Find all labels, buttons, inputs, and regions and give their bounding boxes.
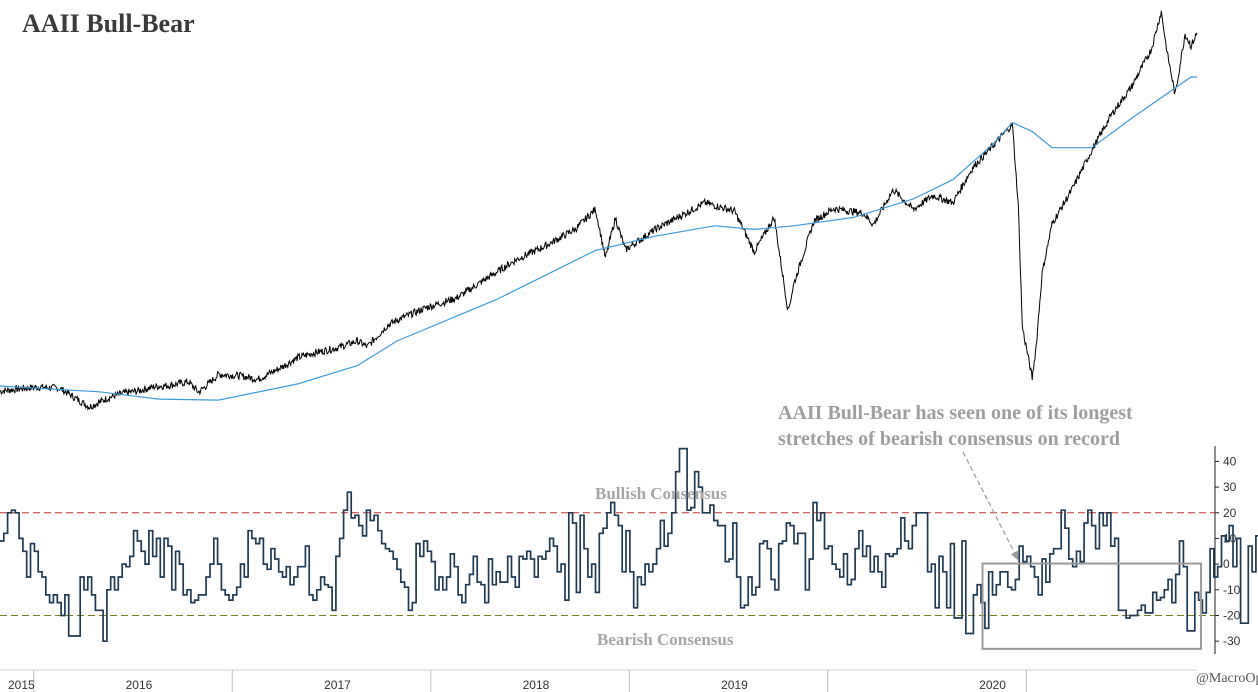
bearish-consensus-label: Bearish Consensus bbox=[597, 630, 734, 649]
moving-average-line bbox=[0, 76, 1197, 401]
y-tick-label: 40 bbox=[1223, 454, 1237, 468]
x-tick-label: 2015 bbox=[8, 678, 35, 692]
bullish-consensus-label: Bullish Consensus bbox=[595, 484, 727, 503]
bull-bear-line bbox=[0, 447, 1258, 643]
x-tick-label: 2018 bbox=[523, 678, 550, 692]
price-panel bbox=[0, 10, 1198, 412]
x-tick-label: 2020 bbox=[979, 678, 1006, 692]
y-tick-label: -20 bbox=[1223, 608, 1241, 622]
y-tick-label: -30 bbox=[1223, 634, 1241, 648]
x-tick-label: 2017 bbox=[324, 678, 351, 692]
y-tick-label: 20 bbox=[1223, 506, 1237, 520]
y-tick-label: 0 bbox=[1223, 557, 1230, 571]
y-tick-label: -10 bbox=[1223, 583, 1241, 597]
y-tick-label: 30 bbox=[1223, 480, 1237, 494]
annotation-line-2: stretches of bearish consensus on record bbox=[778, 428, 1120, 450]
x-tick-label: 2016 bbox=[126, 678, 153, 692]
annotation-arrow bbox=[962, 451, 1020, 561]
credit-label: @MacroOps bbox=[1196, 671, 1258, 686]
annotation-line-1: AAII Bull-Bear has seen one of its longe… bbox=[778, 402, 1133, 424]
annotation-arrowhead bbox=[1010, 550, 1019, 561]
highlight-box bbox=[981, 562, 1203, 650]
chart-title: AAII Bull-Bear bbox=[22, 9, 195, 38]
x-tick-label: 2019 bbox=[721, 678, 748, 692]
